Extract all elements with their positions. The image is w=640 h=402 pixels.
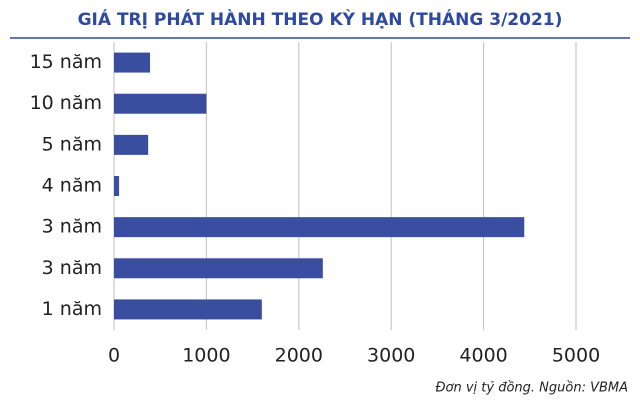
bar <box>114 217 525 238</box>
y-tick-label: 3 năm <box>42 216 102 238</box>
x-tick-label: 4000 <box>459 345 507 367</box>
x-tick-label: 2000 <box>275 345 323 367</box>
x-tick-label: 0 <box>108 345 120 367</box>
y-tick-label: 4 năm <box>42 175 102 197</box>
x-tick-label: 3000 <box>367 345 415 367</box>
y-tick-label: 10 năm <box>30 92 102 114</box>
bar <box>114 52 151 73</box>
y-tick-label: 5 năm <box>42 133 102 155</box>
bar <box>114 134 149 155</box>
bar <box>114 93 207 114</box>
x-tick-label: 5000 <box>552 345 600 367</box>
y-tick-label: 15 năm <box>30 51 102 73</box>
bar <box>114 299 262 320</box>
bar <box>114 258 323 279</box>
y-tick-label: 3 năm <box>42 257 102 279</box>
bar <box>114 176 120 196</box>
source-note: Đơn vị tỷ đồng. Nguồn: VBMA <box>435 381 628 396</box>
y-tick-label: 1 năm <box>42 298 102 320</box>
x-tick-label: 1000 <box>182 345 230 367</box>
chart-title: GIÁ TRỊ PHÁT HÀNH THEO KỲ HẠN (THÁNG 3/2… <box>78 8 563 30</box>
